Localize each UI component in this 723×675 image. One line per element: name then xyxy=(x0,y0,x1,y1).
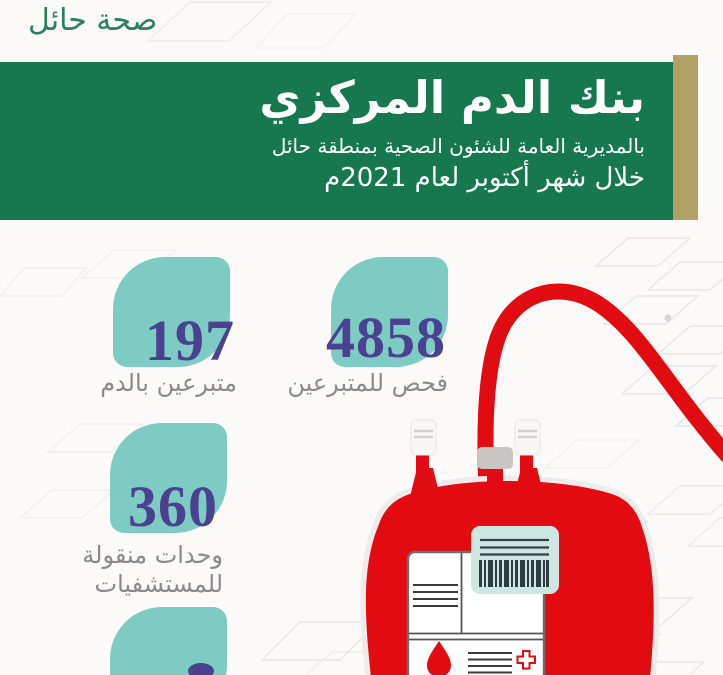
bag-body xyxy=(365,481,654,675)
stat-partial-cropped xyxy=(75,607,227,675)
header-banner: بنك الدم المركزي بالمديرية العامة للشئون… xyxy=(0,55,698,220)
stat-donor-tests: 4858 فحص للمتبرعين xyxy=(287,257,448,407)
stat-value: 197 xyxy=(145,308,235,373)
stat-label-line2: للمستشفيات xyxy=(94,570,223,598)
page-subtitle-1: بالمديرية العامة للشئون الصحية بمنطقة حا… xyxy=(271,134,645,159)
page-subtitle-2: خلال شهر أكتوبر لعام 2021م xyxy=(324,163,645,194)
stat-shape xyxy=(331,257,448,367)
bag-outline xyxy=(360,475,660,675)
bag-ports-stems xyxy=(410,450,544,497)
stat-shape xyxy=(113,257,230,367)
pattern-dot xyxy=(644,580,650,586)
barcode xyxy=(479,560,549,587)
barcode-sticker xyxy=(471,526,559,594)
banner-green-panel xyxy=(0,62,673,220)
blood-tube xyxy=(477,283,723,593)
stat-label-line1: وحدات منقولة xyxy=(82,541,223,569)
stat-label: فحص للمتبرعين xyxy=(287,369,448,397)
stat-shape xyxy=(110,423,227,533)
stat-blood-donors: 197 متبرعين بالدم xyxy=(85,257,237,407)
brand-logo-text: صحة حائل xyxy=(28,3,158,38)
medical-cross-icon xyxy=(516,650,536,670)
pattern-dot xyxy=(664,314,672,322)
bag-port-caps xyxy=(410,419,541,469)
tube-connector xyxy=(477,447,513,469)
stat-value: 360 xyxy=(128,474,218,539)
stat-value: 4858 xyxy=(326,305,446,370)
banner-gold-stripe xyxy=(673,55,698,220)
stat-label: متبرعين بالدم xyxy=(100,369,237,397)
stat-units-transferred: 360 وحدات منقولة للمستشفيات xyxy=(75,423,227,613)
stat-partial-digit xyxy=(188,663,214,675)
bag-label xyxy=(406,550,546,675)
page-title: بنك الدم المركزي xyxy=(259,71,645,124)
blood-drop-icon xyxy=(427,641,451,675)
banner-text: بنك الدم المركزي بالمديرية العامة للشئون… xyxy=(259,70,645,195)
